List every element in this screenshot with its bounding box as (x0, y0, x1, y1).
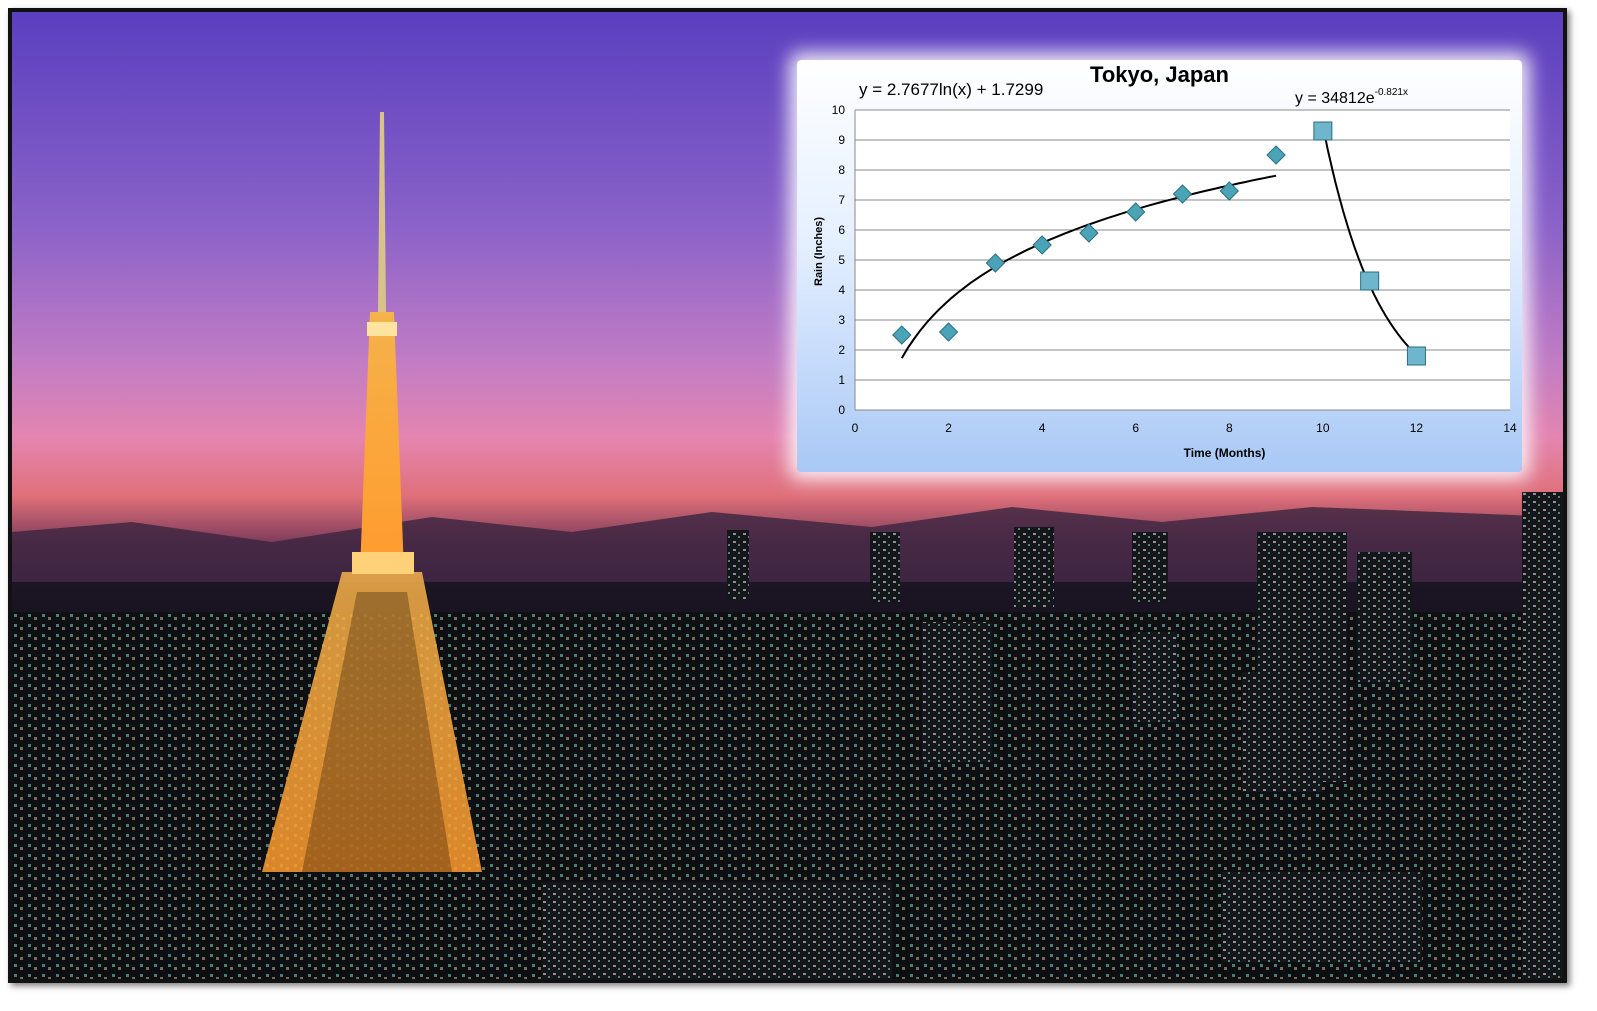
photo-frame: 0 2 4 6 8 10 12 14 0 1 2 3 4 5 6 7 8 9 10 Tokyo, Japan y … (8, 8, 1567, 983)
data-point-diamond (1266, 145, 1286, 165)
y-tick-label: 10 (832, 103, 846, 117)
y-tick-label: 7 (838, 193, 845, 207)
data-point-square (1406, 346, 1426, 366)
data-point-diamond (985, 253, 1006, 273)
data-point-diamond (938, 322, 959, 342)
y-tick-label: 5 (838, 253, 845, 267)
y-tick-label: 9 (838, 133, 845, 147)
data-point-diamond (1219, 181, 1239, 201)
y-tick-label: 0 (838, 403, 845, 417)
data-point-diamond (1079, 223, 1099, 243)
x-tick-label: 2 (945, 421, 952, 435)
chart-title: Tokyo, Japan (1090, 62, 1229, 87)
exp-trendline-equation: y = 34812e-0.821x (1295, 87, 1408, 108)
data-point-diamond (1126, 202, 1146, 222)
x-tick-label: 0 (852, 421, 859, 435)
exp-equation-exponent: -0.821x (1374, 87, 1408, 98)
y-tick-label: 2 (838, 343, 845, 357)
x-tick-labels: 0 2 4 6 8 10 12 14 (852, 421, 1517, 435)
data-point-diamond (1172, 184, 1193, 204)
x-tick-label: 6 (1132, 421, 1139, 435)
data-point-diamond (1032, 235, 1052, 255)
x-tick-label: 12 (1410, 421, 1424, 435)
x-tick-label: 14 (1503, 421, 1517, 435)
y-tick-label: 6 (838, 223, 845, 237)
x-axis-label: Time (Months) (1183, 446, 1266, 460)
gridlines (854, 109, 1510, 411)
data-point-square (1313, 121, 1333, 141)
exp-equation-base: y = 34812e (1295, 90, 1375, 107)
x-tick-label: 10 (1316, 421, 1330, 435)
y-tick-label: 1 (838, 373, 845, 387)
data-points (892, 121, 1426, 366)
y-tick-label: 4 (838, 283, 845, 297)
x-tick-label: 8 (1226, 421, 1233, 435)
x-tick-label: 4 (1039, 421, 1046, 435)
log-trendline-equation: y = 2.7677ln(x) + 1.7299 (859, 80, 1044, 99)
data-point-square (1360, 271, 1380, 291)
data-point-diamond (892, 325, 912, 345)
y-axis-label: Rain (Inches) (813, 216, 825, 286)
y-tick-labels: 0 1 2 3 4 5 6 7 8 9 10 (832, 103, 846, 417)
y-tick-label: 3 (838, 313, 845, 327)
chart-panel: 0 2 4 6 8 10 12 14 0 1 2 3 4 5 6 7 8 9 10 Tokyo, Japan y … (797, 60, 1522, 472)
y-tick-label: 8 (838, 163, 845, 177)
